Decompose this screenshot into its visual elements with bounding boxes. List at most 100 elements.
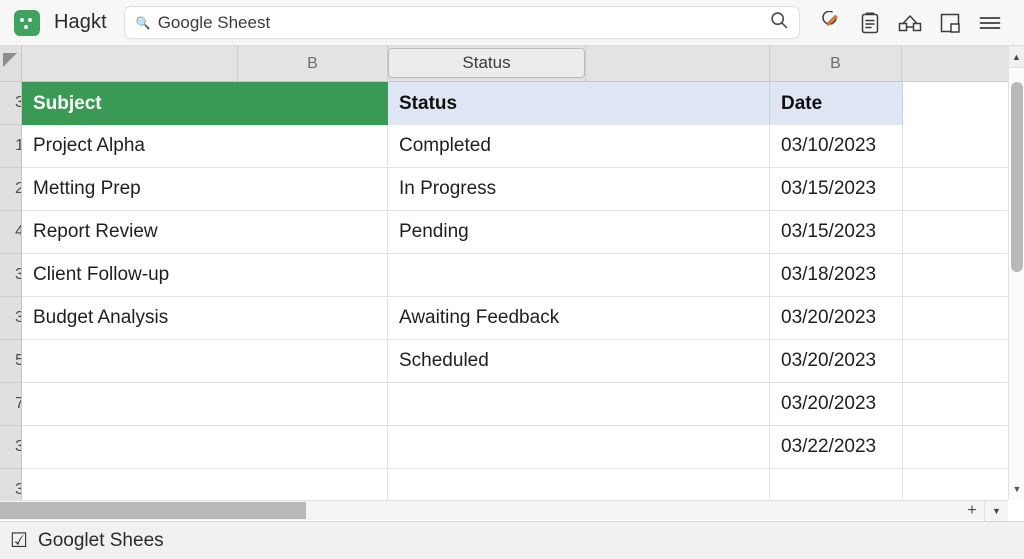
horizontal-scrollbar[interactable]: + ▼ — [0, 500, 1008, 521]
table-row: Metting Prep In Progress 03/15/2023 — [22, 168, 1008, 211]
add-sheet-plus-icon[interactable]: + — [967, 502, 977, 519]
scroll-down-arrow-icon[interactable]: ▼ — [1012, 484, 1022, 494]
share-nodes-icon[interactable] — [890, 3, 930, 43]
column-header-4[interactable]: B — [770, 46, 902, 81]
cell-r4-date[interactable]: 03/20/2023 — [770, 297, 903, 340]
sheets-logo-icon[interactable] — [14, 9, 40, 36]
clipboard-icon[interactable] — [850, 3, 890, 43]
vertical-scrollbar-thumb[interactable] — [1011, 82, 1023, 272]
hamburger-menu-icon[interactable] — [970, 3, 1010, 43]
column-header-3[interactable] — [585, 46, 770, 81]
cell-r6-date[interactable]: 03/20/2023 — [770, 383, 903, 426]
sheet-menu-chevron-down-icon[interactable]: ▼ — [984, 501, 1008, 521]
row-header-label: 4 — [15, 223, 21, 241]
row-header-0[interactable]: 3 — [0, 82, 21, 125]
row-header-label: 3 — [15, 438, 21, 456]
row-header-label: 3 — [15, 309, 21, 327]
search-input-value: Google Sheest — [157, 12, 271, 32]
cell-r3-subject[interactable]: Client Follow-up — [22, 254, 388, 297]
cell-r3-extra[interactable] — [903, 254, 1007, 297]
duplicate-window-icon[interactable] — [930, 3, 970, 43]
cell-r5-subject[interactable] — [22, 340, 388, 383]
cell-r7-status[interactable] — [388, 426, 770, 469]
cell-r7-date[interactable]: 03/22/2023 — [770, 426, 903, 469]
scroll-up-arrow-icon[interactable]: ▲ — [1009, 46, 1024, 68]
cell-r6-extra[interactable] — [903, 383, 1007, 426]
row-header-label: 5 — [15, 352, 21, 370]
top-toolbar: Hagkt 🔍 Google Sheest — [0, 0, 1024, 46]
column-title-subject[interactable]: Subject — [22, 82, 388, 125]
column-title-date[interactable]: Date — [770, 82, 903, 125]
cell-r5-extra[interactable] — [903, 340, 1007, 383]
cell-r0-extra[interactable] — [903, 125, 1007, 168]
cell-r6-subject[interactable] — [22, 383, 388, 426]
search-magnifier-icon[interactable] — [769, 10, 789, 35]
cell-r4-extra[interactable] — [903, 297, 1007, 340]
cell-r4-subject[interactable]: Budget Analysis — [22, 297, 388, 340]
table-row: Budget Analysis Awaiting Feedback 03/20/20… — [22, 297, 1008, 340]
cell-r6-status[interactable] — [388, 383, 770, 426]
cell-r8-extra[interactable] — [903, 469, 1007, 500]
cell-r5-status[interactable]: Scheduled — [388, 340, 770, 383]
column-title-extra[interactable] — [903, 82, 1007, 125]
cell-r3-status[interactable] — [388, 254, 770, 297]
row-header-3[interactable]: 4 — [0, 211, 21, 254]
row-header-7[interactable]: 7 — [0, 383, 21, 426]
row-header-column: 3 1 2 4 3 3 5 7 3 3 — [0, 82, 22, 500]
cell-r7-extra[interactable] — [903, 426, 1007, 469]
cell-r2-extra[interactable] — [903, 211, 1007, 254]
cell-r2-status[interactable]: Pending — [388, 211, 770, 254]
select-all-corner[interactable] — [0, 46, 22, 81]
cell-r0-subject[interactable]: Project Alpha — [22, 125, 388, 168]
app-brand-name: Hagkt — [54, 11, 107, 33]
cell-r2-date[interactable]: 03/15/2023 — [770, 211, 903, 254]
row-header-label: 3 — [15, 266, 21, 284]
row-header-2[interactable]: 2 — [0, 168, 21, 211]
column-title-status[interactable]: Status — [388, 82, 770, 125]
sheet-tab-label[interactable]: Googlet Shees — [37, 529, 164, 551]
row-header-label: 7 — [15, 395, 21, 413]
cell-r7-subject[interactable] — [22, 426, 388, 469]
cell-r8-subject[interactable] — [22, 469, 388, 500]
search-input[interactable]: 🔍 Google Sheest — [123, 6, 800, 39]
column-header-strip: B Status B — [0, 46, 1024, 82]
row-header-9[interactable]: 3 — [0, 469, 21, 500]
edit-pen-icon[interactable] — [810, 3, 850, 43]
toolbar-icon-group — [810, 3, 1010, 43]
row-header-label: 3 — [15, 94, 21, 112]
vertical-scrollbar[interactable]: ▲ ▼ — [1008, 46, 1024, 500]
cell-r2-subject[interactable]: Report Review — [22, 211, 388, 254]
table-row: Client Follow-up 03/18/2023 — [22, 254, 1008, 297]
cell-r8-status[interactable] — [388, 469, 770, 500]
sheet-checkbox-icon[interactable]: ☑ — [10, 530, 28, 552]
cell-r3-date[interactable]: 03/18/2023 — [770, 254, 903, 297]
cell-r5-date[interactable]: 03/20/2023 — [770, 340, 903, 383]
row-header-8[interactable]: 3 — [0, 426, 21, 469]
column-header-0[interactable] — [22, 46, 238, 81]
table-row — [22, 469, 1008, 500]
cell-r1-date[interactable]: 03/15/2023 — [770, 168, 903, 211]
row-header-6[interactable]: 5 — [0, 340, 21, 383]
table-row: Scheduled 03/20/2023 — [22, 340, 1008, 383]
cell-r0-status[interactable]: Completed — [388, 125, 770, 168]
row-header-1[interactable]: 1 — [0, 125, 21, 168]
cell-r1-status[interactable]: In Progress — [388, 168, 770, 211]
column-header-5[interactable] — [902, 46, 998, 81]
table-row: 03/22/2023 — [22, 426, 1008, 469]
column-header-status-tab[interactable]: Status — [388, 48, 585, 78]
row-header-5[interactable]: 3 — [0, 297, 21, 340]
cell-r1-subject[interactable]: Metting Prep — [22, 168, 388, 211]
row-header-label: 3 — [15, 481, 21, 499]
cell-r1-extra[interactable] — [903, 168, 1007, 211]
table-header-row: Subject Status Date — [22, 82, 1008, 125]
row-header-4[interactable]: 3 — [0, 254, 21, 297]
cell-r0-date[interactable]: 03/10/2023 — [770, 125, 903, 168]
cell-r8-date[interactable] — [770, 469, 903, 500]
cell-r4-status[interactable]: Awaiting Feedback — [388, 297, 770, 340]
status-bar: ☑ Googlet Shees — [0, 521, 1024, 559]
column-header-1[interactable]: B — [238, 46, 388, 81]
search-lens-icon: 🔍 — [135, 15, 151, 30]
horizontal-scrollbar-thumb[interactable] — [0, 502, 306, 519]
